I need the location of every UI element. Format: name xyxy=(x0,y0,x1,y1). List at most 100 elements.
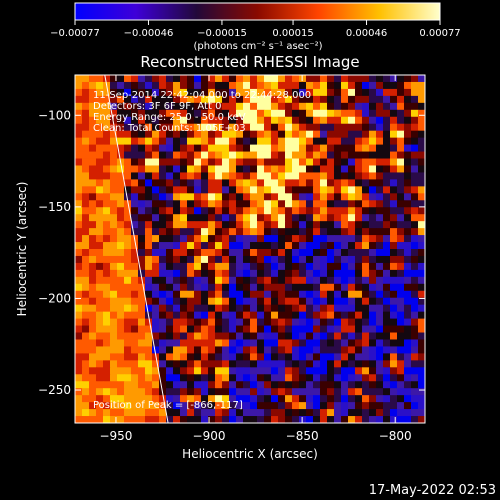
heatmap-cell xyxy=(397,207,405,215)
heatmap-cell xyxy=(397,235,405,243)
heatmap-cell xyxy=(250,353,258,361)
heatmap-cell xyxy=(159,332,167,340)
heatmap-cell xyxy=(236,283,244,292)
heatmap-cell xyxy=(278,381,286,389)
heatmap-cell xyxy=(103,200,111,208)
heatmap-cell xyxy=(173,123,181,132)
heatmap-cell xyxy=(278,193,286,201)
heatmap-cell xyxy=(271,325,279,333)
heatmap-cell xyxy=(96,151,104,159)
heatmap-cell xyxy=(75,235,83,243)
heatmap-cell xyxy=(124,409,132,417)
heatmap-cell xyxy=(229,262,237,271)
heatmap-cell xyxy=(145,374,153,382)
heatmap-cell xyxy=(292,416,300,423)
heatmap-cell xyxy=(222,367,230,375)
heatmap-cell xyxy=(250,137,258,145)
heatmap-cell xyxy=(250,339,258,347)
heatmap-cell xyxy=(173,158,181,166)
heatmap-cell xyxy=(229,395,237,403)
heatmap-cell xyxy=(404,186,412,194)
heatmap-cell xyxy=(257,416,265,423)
heatmap-cell xyxy=(117,297,125,306)
heatmap-cell xyxy=(152,346,160,354)
heatmap-cell xyxy=(334,235,342,243)
heatmap-cell xyxy=(383,409,391,417)
heatmap-cell xyxy=(327,290,335,299)
heatmap-cell xyxy=(383,416,391,423)
heatmap-cell xyxy=(89,235,97,243)
heatmap-cell xyxy=(180,165,188,173)
heatmap-cell xyxy=(236,186,244,194)
heatmap-cell xyxy=(250,374,258,382)
heatmap-cell xyxy=(362,318,370,326)
heatmap-cell xyxy=(138,290,146,299)
heatmap-cell xyxy=(264,332,272,340)
heatmap-cell xyxy=(166,416,174,423)
heatmap-cell xyxy=(355,158,363,166)
heatmap-cell xyxy=(306,318,314,326)
heatmap-cell xyxy=(390,262,398,271)
heatmap-cell xyxy=(257,221,265,229)
heatmap-cell xyxy=(180,81,188,90)
heatmap-cell xyxy=(229,297,237,306)
heatmap-cell xyxy=(257,179,265,187)
heatmap-cell xyxy=(222,276,230,285)
heatmap-cell xyxy=(341,416,349,423)
heatmap-cell xyxy=(159,137,167,145)
heatmap-cell xyxy=(341,249,349,257)
heatmap-cell xyxy=(89,116,97,125)
heatmap-cell xyxy=(285,165,293,173)
heatmap-cell xyxy=(201,255,209,264)
heatmap-cell xyxy=(180,353,188,361)
heatmap-cell xyxy=(299,186,307,194)
heatmap-cell xyxy=(145,186,153,194)
heatmap-cell xyxy=(341,409,349,417)
heatmap-cell xyxy=(369,360,377,368)
heatmap-cell xyxy=(138,151,146,159)
heatmap-cell xyxy=(187,283,195,292)
heatmap-cell xyxy=(173,228,181,236)
heatmap-cell xyxy=(208,158,216,166)
heatmap-cell xyxy=(89,360,97,368)
heatmap-cell xyxy=(117,332,125,340)
heatmap-cell xyxy=(418,409,425,417)
heatmap-cell xyxy=(397,193,405,201)
heatmap-cell xyxy=(201,109,209,118)
heatmap-cell xyxy=(166,395,174,403)
heatmap-cell xyxy=(341,255,349,264)
heatmap-cell xyxy=(152,332,160,340)
heatmap-cell xyxy=(327,360,335,368)
heatmap-cell xyxy=(201,388,209,396)
heatmap-cell xyxy=(411,346,419,354)
heatmap-cell xyxy=(250,75,258,83)
heatmap-cell xyxy=(75,123,83,132)
heatmap-cell xyxy=(369,88,377,97)
heatmap-cell xyxy=(313,353,321,361)
heatmap-cell xyxy=(145,137,153,145)
heatmap-cell xyxy=(89,81,97,90)
heatmap-cell xyxy=(404,221,412,229)
heatmap-cell xyxy=(327,255,335,264)
heatmap-cell xyxy=(152,381,160,389)
heatmap-cell xyxy=(327,367,335,375)
heatmap-cell xyxy=(173,416,181,423)
heatmap-cell xyxy=(222,262,230,271)
heatmap-cell xyxy=(110,75,118,83)
heatmap-cell xyxy=(82,332,90,340)
heatmap-cell xyxy=(369,269,377,278)
heatmap-cell xyxy=(243,75,251,83)
heatmap-cell xyxy=(96,95,104,104)
heatmap-cell xyxy=(131,416,139,423)
heatmap-cell xyxy=(383,283,391,292)
heatmap-cell xyxy=(299,172,307,180)
heatmap-cell xyxy=(390,297,398,306)
heatmap-cell xyxy=(229,95,237,104)
heatmap-cell xyxy=(229,193,237,201)
heatmap-cell xyxy=(229,207,237,215)
heatmap-cell xyxy=(117,318,125,326)
heatmap-cell xyxy=(341,130,349,139)
heatmap-cell xyxy=(404,360,412,368)
heatmap-cell xyxy=(236,381,244,389)
heatmap-cell xyxy=(271,402,279,410)
